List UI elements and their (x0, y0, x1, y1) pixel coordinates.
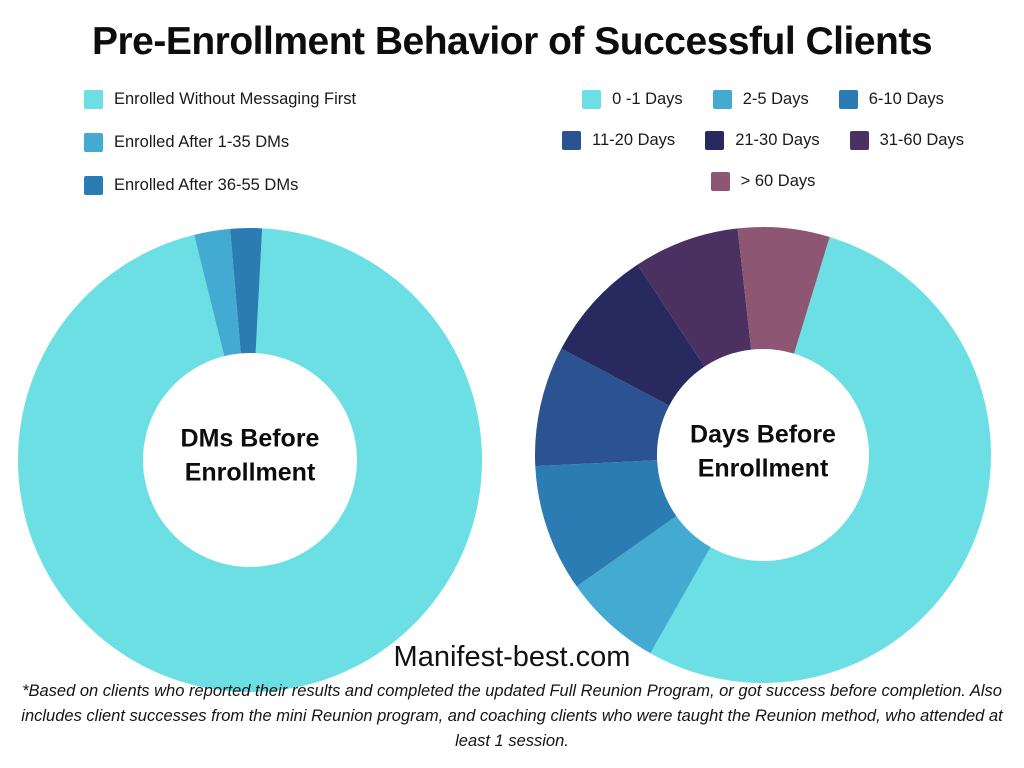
legend-label: > 60 Days (740, 172, 816, 190)
legend-label: Enrolled After 36-55 DMs (114, 176, 299, 194)
legend-label: 6-10 Days (868, 90, 944, 108)
donut-segment (18, 228, 483, 692)
legend-item: Enrolled Without Messaging First (84, 90, 356, 109)
legend-label: 2-5 Days (742, 90, 809, 108)
legend-item: 0 -1 Days (582, 90, 683, 109)
legend-item: 11-20 Days (562, 131, 675, 150)
legend-label: 11-20 Days (592, 131, 676, 149)
donut-segment (535, 460, 677, 587)
legend-days-before-enrollment: 0 -1 Days 2-5 Days 6-10 Days 11-20 Days 21-3… (528, 90, 998, 191)
donut-center-label-days: Days Before Enrollment (690, 420, 836, 482)
legend-swatch (84, 90, 103, 109)
donut-segment (637, 228, 752, 367)
donut-segment (535, 348, 670, 467)
donut-segment (650, 236, 991, 683)
site-name: Manifest-best.com (393, 641, 631, 673)
legend-swatch (838, 90, 858, 109)
legend-swatch (562, 131, 582, 150)
donut-segment (561, 264, 705, 406)
legend-label: 0 -1 Days (612, 90, 683, 108)
legend-item: 31-60 Days (849, 131, 964, 150)
footnote: *Based on clients who reported their res… (21, 682, 1003, 750)
legend-label: 21-30 Days (735, 131, 820, 149)
legend-swatch (712, 90, 732, 109)
donut-segment (737, 227, 830, 354)
donut-chart (535, 227, 991, 683)
legend-label: Enrolled Without Messaging First (114, 90, 357, 108)
donut-segment (194, 228, 241, 357)
donut-segment (230, 227, 263, 354)
legend-swatch (84, 133, 103, 152)
legend-item: 6-10 Days (838, 90, 944, 109)
legend-swatch (705, 131, 725, 150)
legend-label: Enrolled After 1-35 DMs (114, 133, 290, 151)
donut-segment (576, 516, 711, 654)
donut-chart (18, 227, 483, 692)
legend-item: > 60 Days (710, 172, 816, 191)
legend-dms-before-enrollment: Enrolled Without Messaging First Enrolled… (84, 90, 356, 195)
legend-swatch (582, 90, 602, 109)
legend-item: Enrolled After 1-35 DMs (84, 133, 356, 152)
legend-swatch (84, 176, 103, 195)
page-title: Pre-Enrollment Behavior of Successful Cl… (91, 20, 933, 63)
donut-center-label-dms: DMs Before Enrollment (180, 424, 320, 486)
legend-swatch (710, 172, 730, 191)
legend-swatch (849, 131, 869, 150)
legend-label: 31-60 Days (879, 131, 964, 149)
legend-item: 2-5 Days (712, 90, 809, 109)
legend-item: Enrolled After 36-55 DMs (84, 176, 356, 195)
legend-item: 21-30 Days (705, 131, 820, 150)
